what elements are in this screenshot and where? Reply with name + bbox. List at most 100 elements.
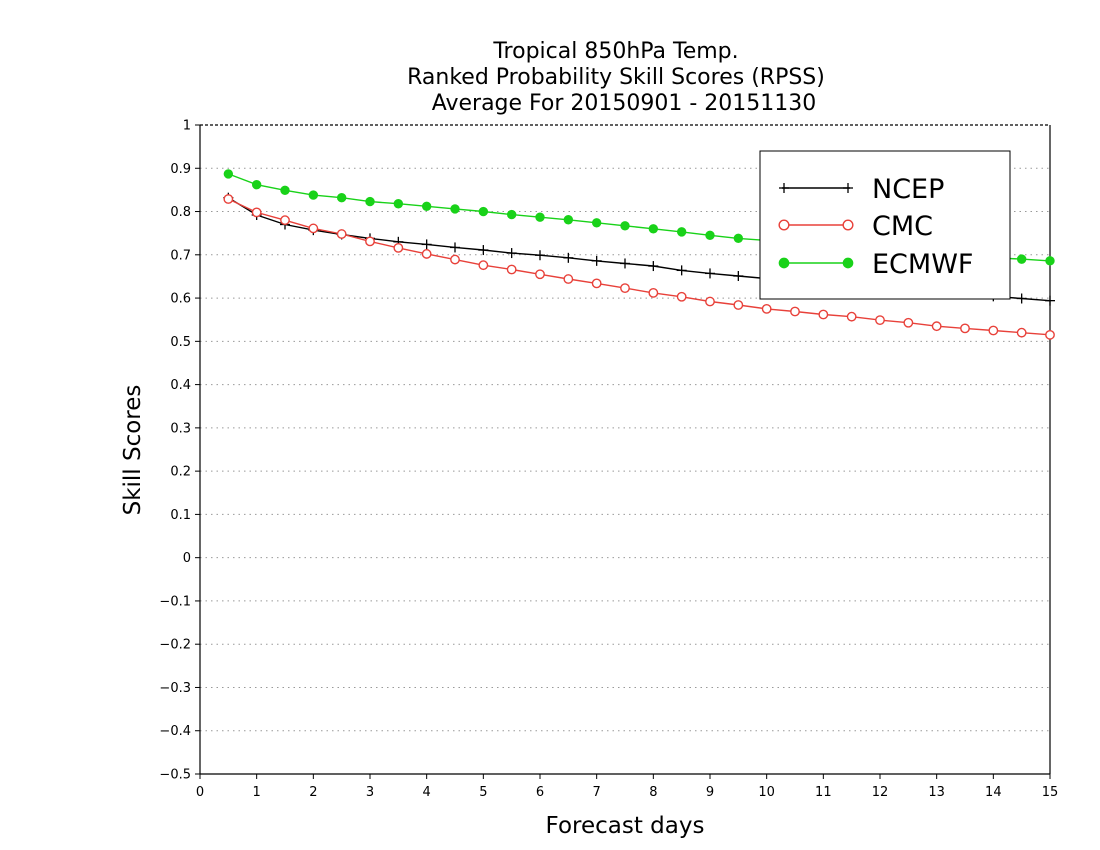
data-point-ecmwf xyxy=(280,185,290,196)
x-tick-label: 6 xyxy=(536,785,544,800)
data-point-ncep xyxy=(676,265,687,276)
y-tick-label: 0.1 xyxy=(170,508,191,523)
data-point-ncep xyxy=(705,268,715,279)
data-point-cmc xyxy=(931,321,942,332)
data-point-ecmwf xyxy=(478,206,489,217)
legend-label-ecmwf: ECMWF xyxy=(872,249,973,280)
data-point-cmc xyxy=(365,236,375,247)
data-point-ncep xyxy=(478,245,489,256)
data-point-ecmwf xyxy=(421,201,432,212)
data-point-ncep xyxy=(648,261,659,272)
data-point-ecmwf xyxy=(620,221,630,231)
x-tick-label: 1 xyxy=(253,785,261,800)
x-tick-label: 15 xyxy=(1042,785,1059,800)
data-point-ecmwf xyxy=(1016,254,1027,264)
data-point-ncep xyxy=(591,255,602,266)
data-point-cmc xyxy=(393,242,404,253)
y-tick-label: 0.3 xyxy=(170,421,191,436)
data-point-cmc xyxy=(676,291,687,302)
data-point-cmc xyxy=(280,215,290,226)
data-point-cmc xyxy=(1045,329,1055,340)
x-tick-label: 9 xyxy=(706,785,714,800)
x-tick-label: 14 xyxy=(985,785,1002,800)
data-point-ecmwf xyxy=(676,227,687,237)
x-tick-label: 2 xyxy=(309,785,317,800)
y-tick-label: 0.6 xyxy=(170,292,191,307)
data-point-cmc xyxy=(733,300,744,310)
x-tick-label: 0 xyxy=(196,785,204,800)
data-point-ncep xyxy=(506,248,517,259)
data-point-cmc xyxy=(591,278,602,289)
y-tick-label: −0.2 xyxy=(159,638,191,653)
legend-marker-cmc xyxy=(842,219,854,231)
x-tick-label: 8 xyxy=(649,785,657,800)
grid-lines xyxy=(200,167,1050,732)
data-point-cmc xyxy=(1016,327,1027,338)
data-point-cmc xyxy=(818,309,829,320)
chart-title: Tropical 850hPa Temp. Ranked Probability… xyxy=(407,39,825,116)
x-tick-label: 10 xyxy=(758,785,775,800)
data-point-ecmwf xyxy=(733,233,744,244)
y-axis-label: Skill Scores xyxy=(120,385,146,516)
data-point-cmc xyxy=(960,323,970,334)
data-point-ncep xyxy=(620,258,630,269)
x-tick-label: 7 xyxy=(593,785,601,800)
x-tick-label: 12 xyxy=(872,785,889,800)
x-tick-label: 11 xyxy=(815,785,832,800)
data-point-ecmwf xyxy=(365,196,375,207)
y-tick-label: 0.8 xyxy=(170,205,191,220)
data-point-ncep xyxy=(563,252,574,263)
data-point-ecmwf xyxy=(450,204,460,214)
y-tick-label: −0.1 xyxy=(159,594,191,609)
data-point-cmc xyxy=(223,194,234,204)
data-point-cmc xyxy=(988,325,999,336)
data-point-cmc xyxy=(875,315,885,326)
y-tick-label: 0.5 xyxy=(170,335,191,350)
data-point-cmc xyxy=(620,283,630,294)
y-tick-label: 0.2 xyxy=(170,465,191,480)
data-point-cmc xyxy=(478,260,489,271)
legend-marker-ecmwf xyxy=(842,257,854,269)
legend-marker-ncep xyxy=(843,183,853,193)
data-point-cmc xyxy=(705,296,715,307)
data-point-cmc xyxy=(648,287,659,298)
data-point-cmc xyxy=(336,229,347,239)
y-tick-label: −0.4 xyxy=(159,724,191,739)
x-tick-label: 5 xyxy=(479,785,487,800)
y-tick-label: 1 xyxy=(183,119,191,134)
data-point-ecmwf xyxy=(308,190,319,200)
data-point-ncep xyxy=(450,242,460,253)
x-tick-label: 4 xyxy=(423,785,431,800)
data-point-ncep xyxy=(733,271,744,282)
data-point-ncep xyxy=(1016,293,1027,304)
legend: NCEP CMC ECMWF xyxy=(759,150,1011,300)
legend-label-ncep: NCEP xyxy=(872,174,944,205)
y-tick-label: 0 xyxy=(183,551,191,566)
legend-marker-ecmwf xyxy=(778,257,790,269)
chart-title-line-2: Ranked Probability Skill Scores (RPSS) xyxy=(407,65,825,90)
x-tick-label: 13 xyxy=(928,785,945,800)
data-point-ecmwf xyxy=(223,169,234,179)
data-point-ecmwf xyxy=(563,215,574,225)
data-point-cmc xyxy=(846,311,857,322)
data-point-cmc xyxy=(421,249,432,259)
legend-label-cmc: CMC xyxy=(872,211,933,242)
chart-title-line-3: Average For 20150901 - 20151130 xyxy=(432,91,817,116)
data-point-ecmwf xyxy=(705,230,715,241)
data-point-ecmwf xyxy=(648,224,659,234)
data-point-cmc xyxy=(535,269,545,280)
data-point-ecmwf xyxy=(251,180,262,190)
data-point-ncep xyxy=(1045,295,1055,306)
chart-title-line-1: Tropical 850hPa Temp. xyxy=(492,39,738,64)
data-point-ecmwf xyxy=(591,218,602,228)
data-point-ecmwf xyxy=(535,212,545,222)
axes: −0.5 −0.4 −0.3 −0.2 −0.1 0 0.1 0.2 0.3 0.4 0.5 0.6 0… xyxy=(159,119,1058,801)
legend-marker-cmc xyxy=(778,219,790,231)
y-tick-label: 0.4 xyxy=(170,378,191,393)
data-point-cmc xyxy=(506,264,517,275)
data-point-ncep xyxy=(421,239,432,250)
y-tick-label: 0.7 xyxy=(170,248,191,263)
x-tick-label: 3 xyxy=(366,785,374,800)
y-tick-label: −0.3 xyxy=(159,681,191,696)
